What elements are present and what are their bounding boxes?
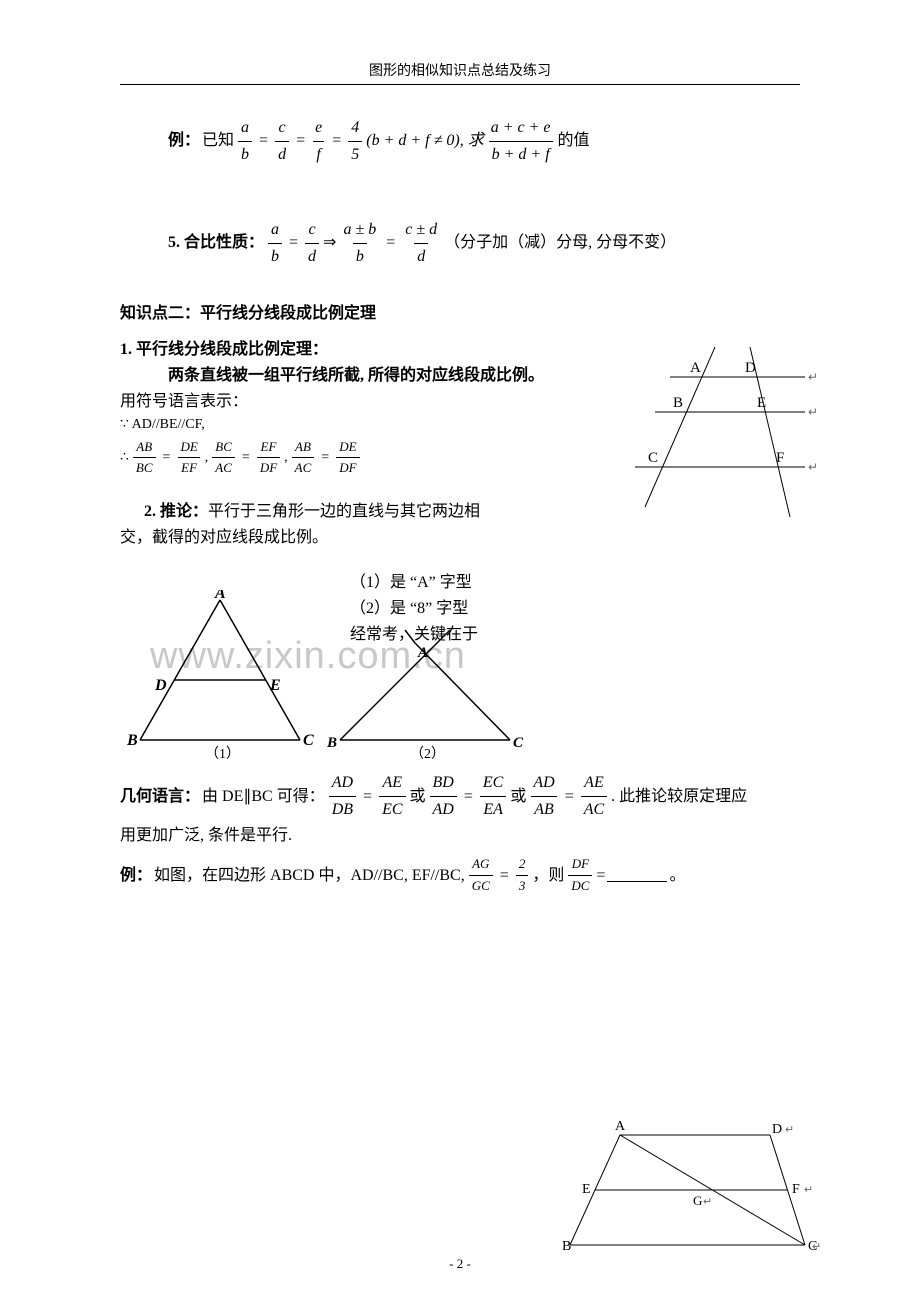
example-2: 例： 如图，在四边形 ABCD 中，AD//BC, EF//BC, AGGC =…	[120, 854, 800, 897]
frac: ADDB	[329, 770, 356, 822]
frac: ECEA	[480, 770, 506, 822]
svg-text:D: D	[772, 1122, 782, 1137]
frac: DEDF	[336, 437, 359, 480]
frac: EFDF	[257, 437, 280, 480]
frac: BDAD	[430, 770, 457, 822]
svg-text:（2）: （2）	[410, 746, 445, 760]
svg-text:↵: ↵	[812, 1241, 820, 1253]
svg-text:F: F	[776, 450, 784, 466]
svg-text:A: A	[615, 1119, 626, 1134]
frac: DEEF	[177, 437, 200, 480]
triangle-figure-1: A D E B C （1）	[120, 590, 320, 765]
frac: AEAC	[581, 770, 607, 822]
svg-text:C: C	[303, 732, 314, 749]
therefore-symbol: ∴	[120, 447, 129, 469]
frac: cd	[305, 217, 319, 269]
svg-text:↵: ↵	[808, 460, 818, 474]
frac: AEEC	[379, 770, 405, 822]
frac: 45	[348, 115, 362, 167]
frac: BCAC	[212, 437, 235, 480]
svg-text:↵: ↵	[804, 1184, 813, 1196]
header-rule	[120, 84, 800, 85]
frac: ABAC	[292, 437, 315, 480]
kp2-heading: 知识点二：平行线分线段成比例定理	[120, 299, 800, 323]
arrow-icon: ⇒	[323, 230, 336, 256]
frac: ab	[268, 217, 282, 269]
p5-note: （分子加（减）分母, 分母不变）	[444, 230, 676, 256]
doc-header: 图形的相似知识点总结及练习	[120, 60, 800, 80]
ex1-txt: 已知	[202, 128, 234, 154]
svg-text:B: B	[126, 732, 138, 749]
svg-text:A: A	[417, 645, 428, 661]
frac: a + c + eb + d + f	[488, 115, 554, 167]
frac: a ± bb	[340, 217, 379, 269]
frac: 23	[516, 854, 529, 897]
svg-text:C: C	[648, 450, 658, 466]
svg-text:E: E	[269, 677, 281, 694]
answer-blank	[607, 868, 667, 882]
geo-line2: 用更加广泛, 条件是平行.	[120, 823, 800, 849]
trapezoid-figure: A D B C E F G ↵ ↵ ↵ ↵	[560, 1115, 820, 1270]
ex1-tail: 的值	[558, 128, 590, 154]
p5-lead: 5. 合比性质：	[168, 230, 264, 256]
frac: DFDC	[568, 854, 592, 897]
svg-text:A: A	[214, 590, 226, 602]
svg-text:B: B	[673, 395, 683, 411]
frac: ef	[312, 115, 325, 167]
svg-text:E: E	[757, 395, 766, 411]
ex1-cond: (b + d + f ≠ 0), 求	[366, 128, 483, 154]
svg-text:↵: ↵	[785, 1124, 794, 1136]
parallel-lines-figure: A D B E C F ↵ ↵ ↵	[630, 347, 820, 542]
shape-notes: （1）是 “A” 字型 （2）是 “8” 字型 经常考，关键在于	[350, 570, 478, 647]
svg-text:↵: ↵	[703, 1196, 712, 1208]
frac: c ± dd	[402, 217, 440, 269]
svg-text:（1）: （1）	[205, 746, 240, 760]
example-1: 例： 已知 ab = cd = ef = 45 (b + d + f ≠ 0),…	[120, 115, 800, 167]
svg-text:↵: ↵	[808, 370, 818, 384]
frac: AGGC	[469, 854, 493, 897]
svg-text:A: A	[690, 360, 701, 376]
svg-text:C: C	[513, 735, 524, 751]
geo-line1: 几何语言： 由 DE∥BC 可得： ADDB = AEEC 或 BDAD = E…	[120, 770, 800, 822]
frac: ABBC	[133, 437, 156, 480]
frac: ADAB	[530, 770, 557, 822]
svg-text:B: B	[562, 1239, 571, 1254]
svg-text:D: D	[745, 360, 756, 376]
property-5: 5. 合比性质： ab = cd ⇒ a ± bb = c ± dd （分子加（…	[120, 217, 800, 269]
svg-text:G: G	[693, 1193, 702, 1208]
svg-text:D: D	[154, 677, 167, 694]
svg-text:B: B	[326, 735, 337, 751]
ex1-lead: 例：	[168, 128, 200, 154]
svg-text:↵: ↵	[808, 405, 818, 419]
svg-text:E: E	[582, 1182, 591, 1197]
svg-text:F: F	[792, 1182, 800, 1197]
frac: ab	[238, 115, 252, 167]
frac: cd	[275, 115, 289, 167]
